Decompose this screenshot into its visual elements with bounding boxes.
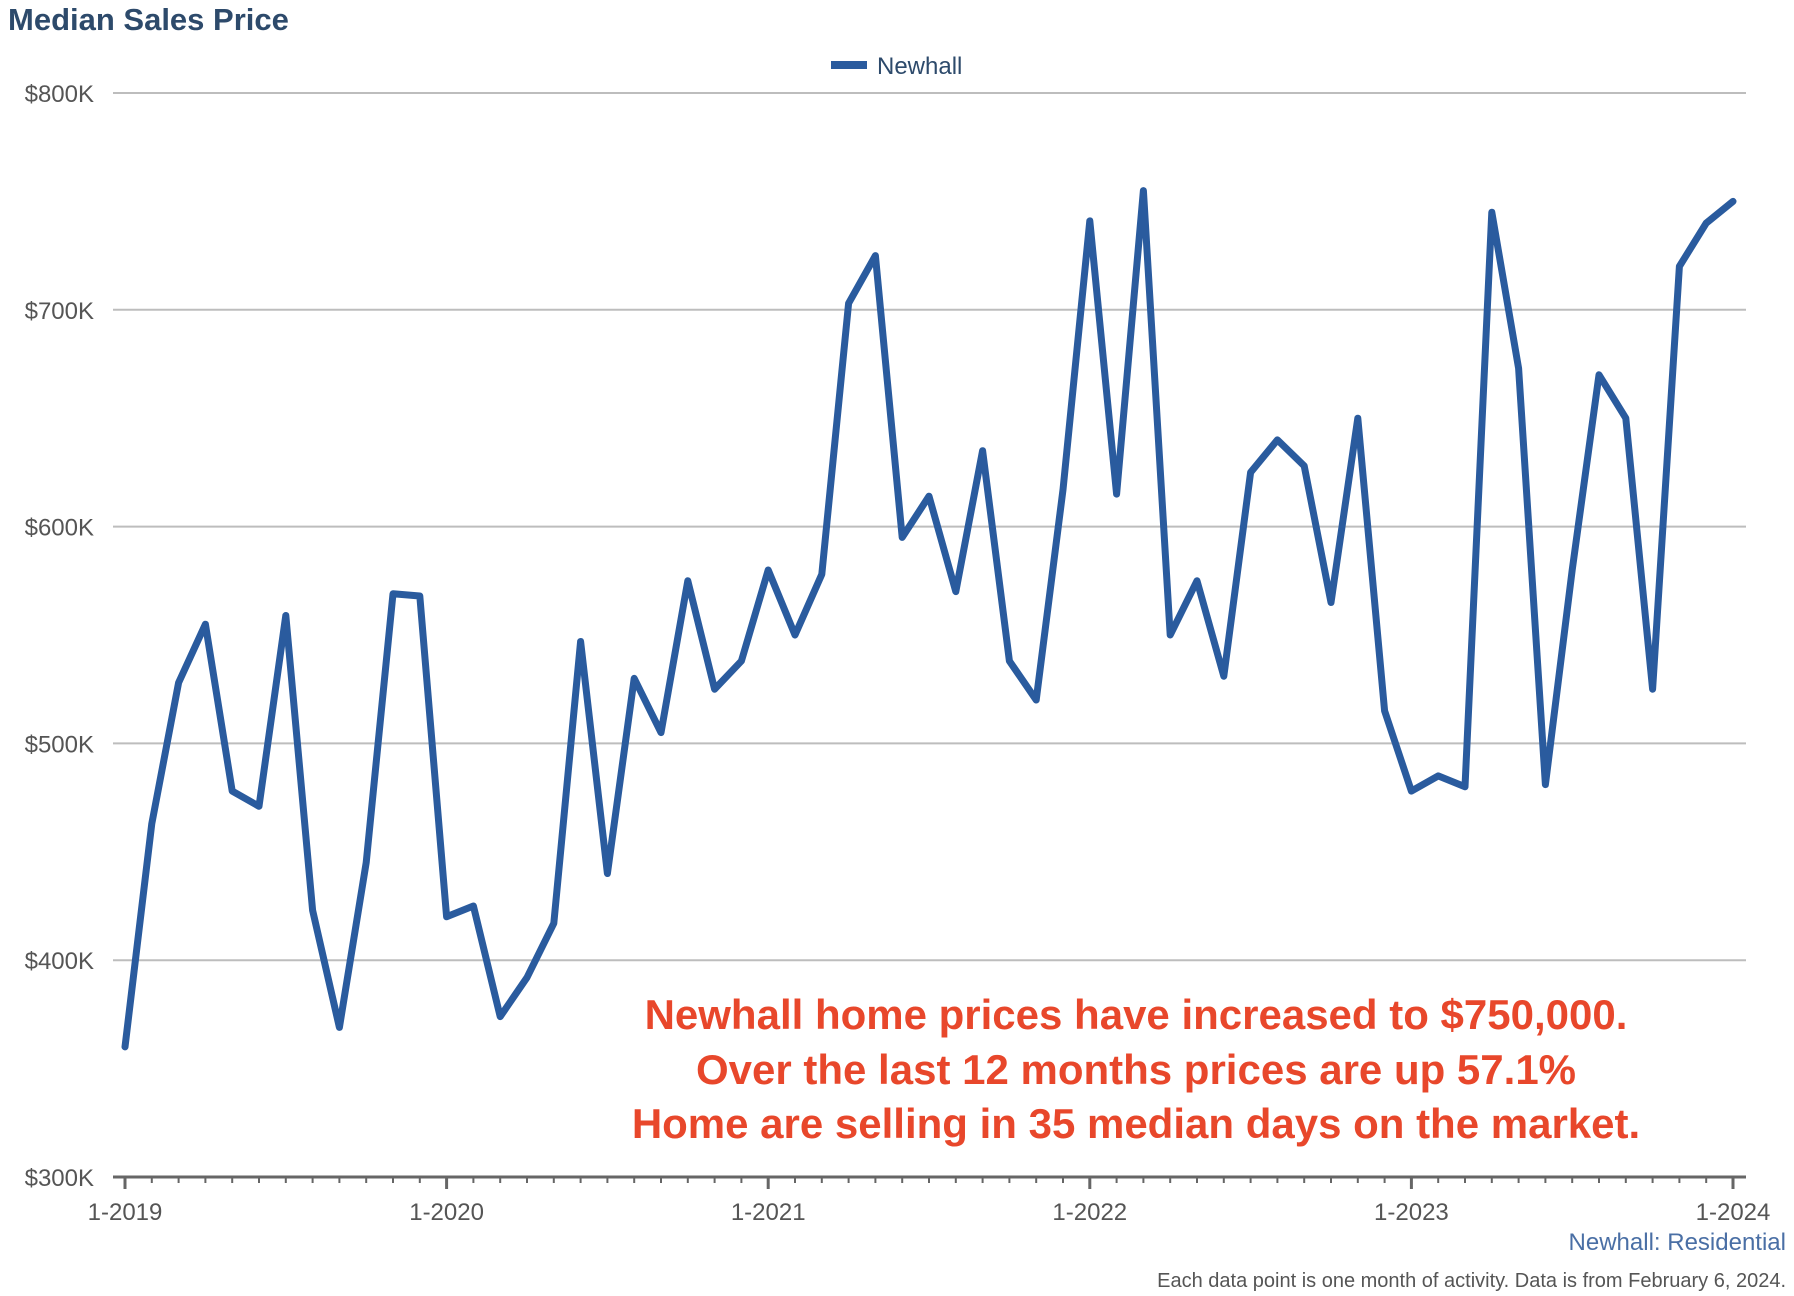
data-point	[446, 916, 448, 918]
data-point	[901, 536, 903, 538]
data-point	[1652, 688, 1654, 690]
data-point	[794, 634, 796, 636]
data-point	[848, 302, 850, 304]
data-point	[1142, 190, 1144, 192]
data-point	[633, 677, 635, 679]
data-point	[312, 909, 314, 911]
data-point	[1518, 367, 1520, 369]
data-point	[1008, 660, 1010, 662]
series-group	[121, 187, 1737, 1051]
data-point	[1116, 493, 1118, 495]
data-point	[1223, 675, 1225, 677]
data-point	[1437, 775, 1439, 777]
legend-swatch-newhall	[831, 61, 867, 69]
data-point	[1062, 489, 1064, 491]
annotation-block: Newhall home prices have increased to $7…	[632, 991, 1640, 1147]
data-point	[1169, 634, 1171, 636]
data-point	[1571, 569, 1573, 571]
x-tick-label: 1-2024	[1696, 1199, 1771, 1226]
data-point	[1705, 222, 1707, 224]
data-point	[1384, 710, 1386, 712]
data-point	[499, 1016, 501, 1018]
data-point	[1035, 699, 1037, 701]
data-point	[1357, 417, 1359, 419]
series-line-newhall	[121, 187, 1737, 1051]
data-point	[1410, 790, 1412, 792]
data-point	[151, 823, 153, 825]
data-point	[1330, 601, 1332, 603]
data-point	[1303, 465, 1305, 467]
data-point	[1732, 200, 1734, 202]
data-point	[928, 495, 930, 497]
legend-label-newhall: Newhall	[877, 53, 962, 80]
x-tick-label: 1-2023	[1374, 1199, 1449, 1226]
data-point	[1276, 439, 1278, 441]
data-point	[419, 595, 421, 597]
y-axis-ticks: $300K $400K $500K $600K $700K $800K	[25, 81, 94, 1192]
x-tick-label: 1-2021	[731, 1199, 806, 1226]
x-tick-label: 1-2022	[1052, 1199, 1127, 1226]
y-tick-label: $500K	[25, 731, 94, 758]
data-point	[365, 862, 367, 864]
data-point	[258, 805, 260, 807]
data-point	[338, 1026, 340, 1028]
data-point	[767, 569, 769, 571]
y-tick-label: $600K	[25, 515, 94, 542]
data-point	[1598, 374, 1600, 376]
data-point	[1464, 786, 1466, 788]
data-point	[1625, 417, 1627, 419]
data-point	[687, 580, 689, 582]
data-point	[526, 977, 528, 979]
y-tick-label: $400K	[25, 948, 94, 975]
data-point	[472, 905, 474, 907]
data-point	[714, 688, 716, 690]
data-point	[982, 450, 984, 452]
data-point	[1491, 211, 1493, 213]
data-point	[178, 682, 180, 684]
annotation-line-1: Newhall home prices have increased to $7…	[645, 991, 1628, 1038]
data-point	[740, 660, 742, 662]
footnote: Each data point is one month of activity…	[1157, 1270, 1786, 1292]
data-point	[285, 614, 287, 616]
data-point	[553, 922, 555, 924]
annotation-line-3: Home are selling in 35 median days on th…	[632, 1100, 1640, 1147]
gridlines	[113, 92, 1746, 962]
y-tick-label: $300K	[25, 1165, 94, 1192]
data-point	[606, 872, 608, 874]
source-label: Newhall: Residential	[1569, 1229, 1786, 1256]
annotation-line-2: Over the last 12 months prices are up 57…	[696, 1046, 1576, 1093]
data-point	[580, 641, 582, 643]
data-point	[392, 593, 394, 595]
data-point	[1544, 784, 1546, 786]
data-point	[1196, 580, 1198, 582]
data-point	[1250, 471, 1252, 473]
data-point	[231, 790, 233, 792]
data-point	[204, 623, 206, 625]
data-point	[660, 732, 662, 734]
legend: Newhall	[831, 53, 962, 80]
x-axis: 1-2019 1-2020 1-2021 1-2022 1-2023 1-2024	[88, 1175, 1771, 1226]
data-point	[1678, 265, 1680, 267]
x-tick-label: 1-2019	[88, 1199, 163, 1226]
data-point	[124, 1046, 126, 1048]
x-tick-label: 1-2020	[409, 1199, 484, 1226]
y-tick-label: $800K	[25, 81, 94, 108]
data-point	[1089, 220, 1091, 222]
data-point	[874, 255, 876, 257]
data-point	[955, 591, 957, 593]
data-point	[821, 573, 823, 575]
y-tick-label: $700K	[25, 298, 94, 325]
chart-title: Median Sales Price	[8, 2, 289, 37]
